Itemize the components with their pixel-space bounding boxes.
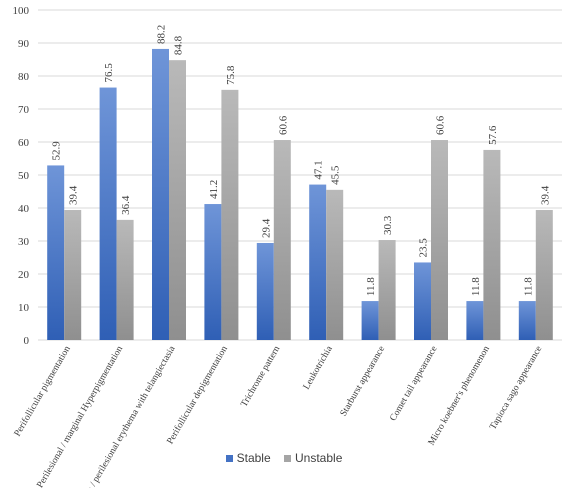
y-tick-label-0: 0 bbox=[24, 335, 30, 347]
bar-stable-8 bbox=[466, 301, 484, 340]
legend-label-stable: Stable bbox=[236, 451, 271, 465]
bar-stable-4 bbox=[256, 242, 274, 340]
bar-stable-3 bbox=[204, 204, 222, 340]
bar-stable-0 bbox=[47, 165, 65, 340]
bar-unstable-8 bbox=[483, 149, 501, 340]
bar-unstable-7 bbox=[431, 140, 448, 340]
value-label-stable-2: 88.2 bbox=[156, 25, 168, 44]
value-label-stable-5: 47.1 bbox=[313, 160, 325, 179]
value-label-unstable-8: 57.6 bbox=[487, 125, 499, 145]
value-label-unstable-4: 60.6 bbox=[277, 115, 289, 135]
value-label-unstable-9: 39.4 bbox=[539, 185, 551, 205]
legend-item-stable: Stable bbox=[225, 451, 271, 465]
bar-unstable-5 bbox=[326, 189, 344, 340]
legend-swatch-unstable bbox=[284, 455, 291, 462]
x-tick-label-1: Perilesional / marginal Hyperpigmentatio… bbox=[35, 344, 125, 488]
value-label-unstable-2: 84.8 bbox=[173, 35, 185, 55]
y-tick-label-50: 50 bbox=[18, 170, 30, 182]
bar-stable-1 bbox=[99, 87, 117, 340]
x-tick-label-2: Intra / perilesional erythema with telan… bbox=[79, 344, 178, 488]
value-label-unstable-7: 60.6 bbox=[435, 115, 447, 135]
y-tick-label-70: 70 bbox=[18, 104, 30, 116]
bar-unstable-9 bbox=[535, 209, 553, 340]
x-tick-label-7: Comet tail appearance bbox=[388, 345, 439, 424]
value-label-unstable-5: 45.5 bbox=[330, 165, 342, 185]
value-label-stable-0: 52.9 bbox=[51, 141, 63, 161]
y-tick-label-80: 80 bbox=[18, 71, 30, 83]
value-label-stable-9: 11.8 bbox=[522, 277, 534, 296]
value-label-unstable-1: 36.4 bbox=[120, 195, 132, 215]
x-tick-label-9: Tapioca sago appearance bbox=[488, 345, 544, 432]
value-label-unstable-6: 30.3 bbox=[382, 215, 394, 235]
y-tick-label-40: 40 bbox=[18, 203, 30, 215]
value-label-stable-3: 41.2 bbox=[208, 180, 220, 199]
bar-unstable-1 bbox=[116, 219, 134, 340]
bar-unstable-2 bbox=[169, 60, 186, 340]
x-tick-label-4: Trichrome pattern bbox=[239, 344, 282, 409]
x-tick-label-0: Perifollicular pigmentation bbox=[12, 344, 73, 439]
x-tick-label-3: Perifollicular depigmentation bbox=[165, 344, 230, 446]
y-tick-label-30: 30 bbox=[18, 236, 30, 248]
legend-swatch-stable bbox=[225, 455, 233, 462]
value-label-unstable-3: 75.8 bbox=[225, 65, 237, 85]
bar-stable-2 bbox=[152, 48, 169, 340]
y-tick-label-20: 20 bbox=[18, 269, 30, 281]
x-tick-label-8: Micro koebner's phenomenon bbox=[427, 344, 492, 447]
bar-unstable-0 bbox=[64, 209, 82, 340]
value-label-stable-1: 76.5 bbox=[103, 63, 115, 83]
value-label-stable-8: 11.8 bbox=[470, 277, 482, 296]
legend-label-unstable: Unstable bbox=[295, 451, 343, 465]
bar-stable-5 bbox=[309, 184, 327, 340]
x-tick-label-6: Starburst appearance bbox=[339, 345, 387, 419]
y-tick-label-60: 60 bbox=[18, 137, 30, 149]
y-tick-label-100: 100 bbox=[13, 5, 30, 17]
bar-stable-6 bbox=[361, 301, 379, 340]
bar-stable-7 bbox=[414, 262, 431, 340]
y-tick-label-90: 90 bbox=[18, 38, 30, 50]
x-tick-label-5: Leukotrichia bbox=[302, 344, 335, 392]
bar-unstable-6 bbox=[378, 240, 396, 340]
value-label-stable-7: 23.5 bbox=[418, 238, 430, 258]
bar-stable-9 bbox=[518, 301, 536, 340]
value-label-stable-6: 11.8 bbox=[365, 277, 377, 296]
bar-unstable-3 bbox=[221, 89, 239, 340]
y-tick-label-10: 10 bbox=[18, 302, 30, 314]
legend: Stable Unstable bbox=[0, 451, 568, 465]
legend-item-unstable: Unstable bbox=[284, 451, 342, 465]
value-label-stable-4: 29.4 bbox=[260, 218, 272, 238]
value-label-unstable-0: 39.4 bbox=[68, 185, 80, 205]
bar-unstable-4 bbox=[273, 140, 291, 340]
